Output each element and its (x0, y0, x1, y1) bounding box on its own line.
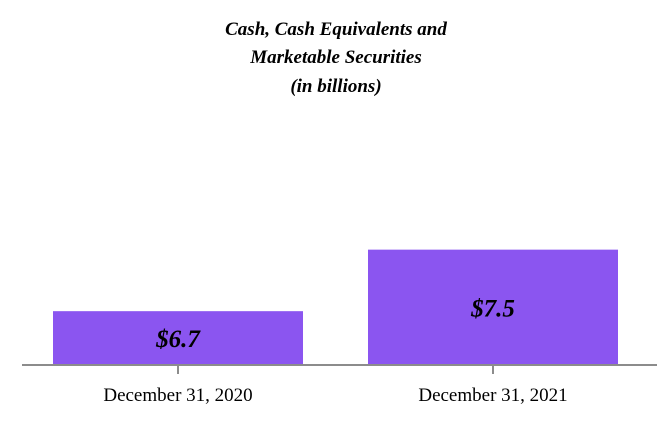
bar-2 (368, 249, 618, 365)
bar-1 (53, 311, 303, 365)
x-tick-label-1: December 31, 2020 (103, 385, 252, 406)
bars: $6.7 $7.5 (53, 249, 618, 365)
chart-title-line-2: Marketable Securities (249, 47, 422, 68)
bar-value-label-2: $7.5 (470, 295, 515, 322)
x-axis: December 31, 2020 December 31, 2021 (22, 364, 657, 406)
x-tick-label-2: December 31, 2021 (418, 385, 567, 406)
chart-title: Cash, Cash Equivalents and Marketable Se… (225, 19, 447, 97)
chart-title-line-3: (in billions) (290, 76, 381, 97)
bar-value-label-1: $6.7 (155, 326, 201, 353)
chart-title-line-1: Cash, Cash Equivalents and (225, 19, 447, 40)
